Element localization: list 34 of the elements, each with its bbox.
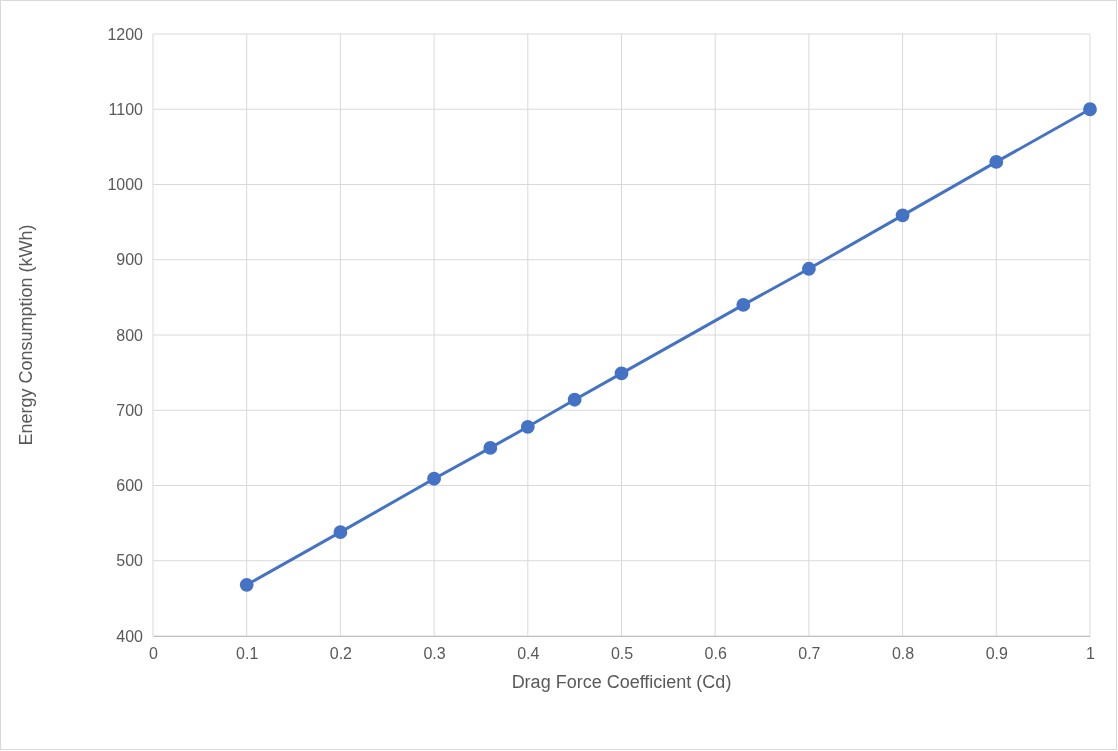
x-tick-label: 0.2 <box>329 645 353 663</box>
y-tick-label: 1000 <box>107 176 144 194</box>
y-tick-label: 600 <box>116 477 144 495</box>
y-tick-label: 800 <box>116 326 144 344</box>
y-tick-label: 1100 <box>108 100 144 118</box>
point <box>1083 102 1097 117</box>
point <box>989 155 1004 169</box>
x-tick-label: 0.3 <box>423 645 446 663</box>
point <box>895 208 910 223</box>
point <box>801 261 816 276</box>
x-tick-label: 0 <box>149 645 159 663</box>
point <box>333 525 348 540</box>
y-tick-label: 500 <box>116 552 144 570</box>
x-tick-label: 0.5 <box>610 645 634 663</box>
point <box>614 366 629 381</box>
y-tick-label: 400 <box>116 627 144 645</box>
x-tick-label: 0.4 <box>517 645 540 663</box>
x-tick-label: 0.8 <box>891 645 915 663</box>
x-tick-label: 0.7 <box>798 645 821 663</box>
y-tick-label: 900 <box>116 251 144 269</box>
x-tick-label: 0.9 <box>985 645 1009 663</box>
y-tick-label: 700 <box>116 401 144 419</box>
point <box>427 471 442 486</box>
x-axis-title: Drag Force Coefficient (Cd) <box>511 672 732 692</box>
y-tick-label: 1200 <box>107 25 144 43</box>
point <box>736 298 751 312</box>
x-tick-label: 0.1 <box>236 645 259 663</box>
point <box>483 440 498 455</box>
point <box>567 392 582 407</box>
point <box>520 419 535 434</box>
y-axis-title: Energy Consumption (kWh) <box>16 224 36 446</box>
point <box>239 577 254 592</box>
x-tick-label: 0.6 <box>704 645 727 663</box>
x-tick-label: 1 <box>1086 645 1096 663</box>
